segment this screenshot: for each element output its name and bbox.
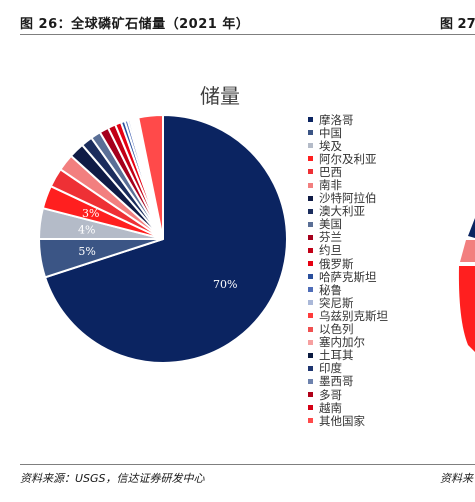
legend-item: 摩洛哥 [308,112,388,127]
legend-item: 越南 [308,400,388,415]
next-chart-slice-navy [468,218,475,238]
legend-label: 埃及 [319,138,342,153]
legend-label: 越南 [319,400,342,415]
legend-label: 约旦 [319,243,342,258]
legend-swatch [308,182,313,188]
legend-item: 埃及 [308,138,388,153]
legend-swatch [308,143,313,149]
legend-item: 沙特阿拉伯 [308,191,388,206]
legend-item: 多哥 [308,387,388,402]
source-note: 资料来源：USGS，信达证券研发中心 [20,472,205,485]
legend-label: 阿尔及利亚 [319,151,377,166]
legend-swatch [308,352,313,358]
pie-data-label: 5% [78,245,95,258]
legend-label: 多哥 [319,387,342,402]
pie-data-label: 4% [78,223,95,236]
legend-label: 乌兹别克斯坦 [319,308,388,323]
legend-label: 沙特阿拉伯 [319,191,377,206]
legend-swatch [308,274,313,280]
legend-swatch [308,195,313,201]
legend-swatch [308,339,313,345]
legend-label: 美国 [319,217,342,232]
legend-swatch [308,378,313,384]
figure-header: 图 26：全球磷矿石储量（2021 年） 图 27 [0,0,475,40]
legend-label: 澳大利亚 [319,204,365,219]
legend-swatch [308,405,313,411]
legend-item: 其他国家 [308,413,388,428]
legend-swatch [308,418,313,424]
legend-item: 澳大利亚 [308,204,388,219]
legend-label: 芬兰 [319,230,342,245]
legend-item: 约旦 [308,243,388,258]
legend-label: 秘鲁 [319,282,342,297]
pie-data-label: 3% [82,207,99,220]
legend-swatch [308,208,313,214]
legend-item: 芬兰 [308,230,388,245]
chart-title: 储量 [200,84,240,108]
legend-label: 土耳其 [319,348,354,363]
legend-swatch [308,234,313,240]
legend-swatch [308,221,313,227]
legend-item: 土耳其 [308,348,388,363]
legend-label: 俄罗斯 [319,256,354,271]
legend-swatch [308,156,313,162]
legend-label: 中国 [319,125,342,140]
legend-item: 中国 [308,125,388,140]
legend-label: 巴西 [319,164,342,179]
legend-item: 美国 [308,217,388,232]
legend-label: 南非 [319,178,342,193]
header-rule [20,34,475,35]
legend-label: 突尼斯 [319,295,354,310]
legend-label: 墨西哥 [319,374,354,389]
legend-item: 突尼斯 [308,295,388,310]
figure-title: 图 26：全球磷矿石储量（2021 年） [20,17,250,32]
legend-label: 印度 [319,361,342,376]
pie-data-label: 70% [213,278,237,291]
pie-slice [43,113,288,364]
legend-swatch [308,130,313,136]
footer-rule [20,464,475,465]
next-chart-slice-red [458,266,475,352]
legend-item: 秘鲁 [308,282,388,297]
legend: 摩洛哥 中国 埃及 阿尔及利亚 巴西 南非 沙特阿拉伯 澳大利亚 美国 芬兰 约旦 俄罗斯 哈萨克斯坦秘… [308,112,388,428]
legend-item: 南非 [308,178,388,193]
legend-item: 阿尔及利亚 [308,151,388,166]
legend-item: 乌兹别克斯坦 [308,308,388,323]
legend-swatch [308,261,313,267]
next-chart-slice-pink [460,240,475,262]
legend-item: 俄罗斯 [308,256,388,271]
legend-swatch [308,247,313,253]
legend-label: 塞内加尔 [319,335,365,350]
legend-item: 塞内加尔 [308,335,388,350]
legend-label: 哈萨克斯坦 [319,269,377,284]
legend-swatch [308,300,313,306]
legend-item: 巴西 [308,164,388,179]
legend-label: 以色列 [319,322,354,337]
legend-swatch [308,326,313,332]
legend-swatch [308,169,313,175]
legend-item: 印度 [308,361,388,376]
next-source-note: 资料来 [440,472,473,485]
legend-item: 墨西哥 [308,374,388,389]
pie-slice [137,113,164,240]
legend-swatch [308,365,313,371]
legend-item: 以色列 [308,322,388,337]
legend-swatch [308,287,313,293]
legend-swatch [308,117,313,123]
legend-item: 哈萨克斯坦 [308,269,388,284]
legend-swatch [308,313,313,319]
legend-swatch [308,392,313,398]
legend-label: 摩洛哥 [319,112,354,127]
legend-label: 其他国家 [319,413,365,428]
next-figure-title: 图 27 [440,17,475,32]
